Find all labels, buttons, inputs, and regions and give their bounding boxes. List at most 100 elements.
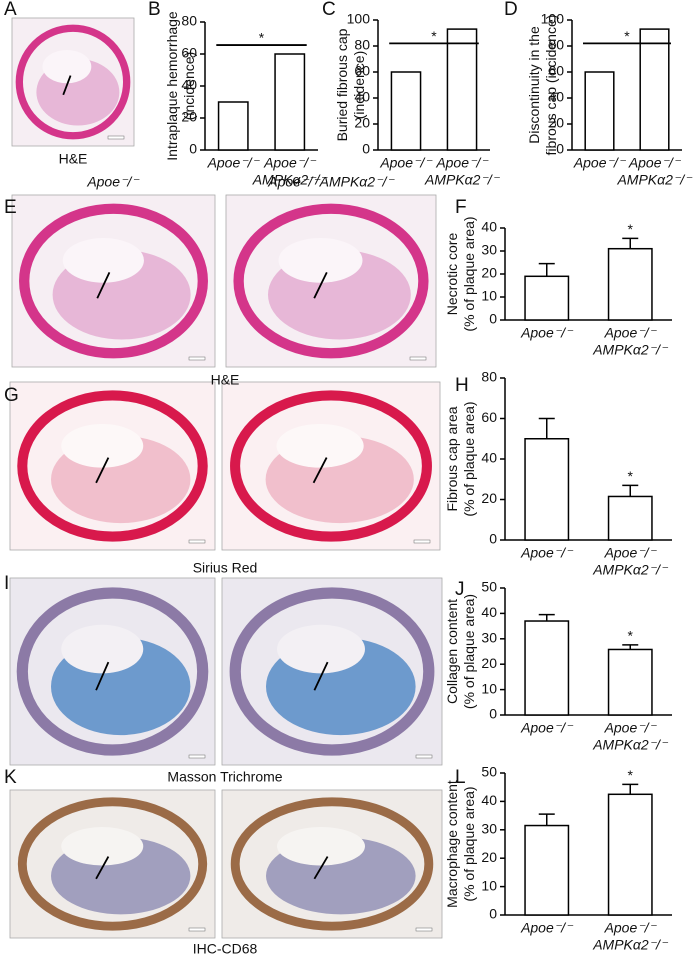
y-tick-label: 40: [181, 77, 197, 93]
panel-letter: A: [4, 0, 17, 20]
y-tick-label: 50: [481, 764, 497, 780]
scale-bar: [188, 356, 206, 361]
panel-letter: F: [455, 197, 467, 218]
vessel-wall: [230, 797, 434, 931]
lumen: [277, 624, 365, 674]
scale-bar: [415, 754, 433, 759]
panel-letter: L: [455, 767, 466, 788]
y-tick-label: 0: [489, 706, 497, 722]
significance-label: *: [628, 221, 634, 237]
y-tick-label: 60: [354, 63, 370, 79]
bar: [607, 793, 653, 916]
y-tick-label: 40: [481, 792, 497, 808]
arrow: [95, 856, 110, 880]
vessel-wall: [229, 587, 435, 756]
micrograph: [9, 381, 216, 551]
vessel-wall: [17, 797, 208, 931]
x-tick-label: AMPKα2⁻/⁻: [252, 172, 329, 188]
y-axis-label: (% of plaque area): [461, 594, 477, 709]
panel-letter: C: [322, 0, 336, 20]
y-tick-label: 80: [354, 37, 370, 53]
y-tick-label: 40: [354, 89, 370, 105]
y-axis-label: Intraplaque hemorrhage: [164, 11, 180, 161]
micrograph: [9, 577, 216, 766]
scale-bar: [188, 539, 206, 544]
image-caption: H&E: [211, 372, 240, 388]
micrograph: [225, 194, 437, 368]
scale-bar: [413, 539, 431, 544]
lumen: [276, 424, 364, 468]
y-axis-label: (% of plaque area): [461, 216, 477, 331]
x-tick-label: AMPKα2⁻/⁻: [592, 342, 669, 358]
bar: [584, 71, 615, 151]
y-tick-label: 0: [489, 531, 497, 547]
y-tick-label: 20: [481, 655, 497, 671]
x-tick-label: Apoe⁻/⁻: [379, 155, 433, 171]
y-axis-label: Collagen content: [444, 599, 460, 704]
y-tick-label: 40: [481, 219, 497, 235]
arrow: [313, 856, 329, 880]
y-tick-label: 100: [541, 11, 565, 27]
lumen: [62, 237, 144, 283]
x-tick-label: Apoe⁻/⁻: [520, 325, 574, 341]
y-tick-label: 40: [481, 450, 497, 466]
x-tick-label: Apoe⁻/⁻: [263, 155, 317, 171]
arrow: [312, 457, 328, 484]
x-tick-label: Apoe⁻/⁻: [604, 325, 658, 341]
bar: [607, 495, 653, 541]
scale-bar: [409, 356, 427, 361]
y-tick-label: 0: [489, 311, 497, 327]
x-tick-label: Apoe⁻/⁻: [573, 155, 627, 171]
x-tick-label: AMPKα2⁻/⁻: [424, 172, 501, 188]
arrow: [313, 661, 329, 691]
x-tick-label: Apoe⁻/⁻: [520, 720, 574, 736]
x-tick-label: Apoe⁻/⁻: [628, 155, 682, 171]
y-tick-label: 40: [481, 604, 497, 620]
y-tick-label: 20: [354, 115, 370, 131]
y-tick-label: 60: [181, 45, 197, 61]
vessel-wall: [16, 587, 209, 756]
y-tick-label: 100: [347, 11, 371, 27]
micrograph: [11, 194, 216, 368]
scale-bar: [188, 754, 206, 759]
x-tick-label: Apoe⁻/⁻: [604, 545, 658, 561]
image-caption: IHC-CD68: [193, 941, 258, 957]
y-tick-label: 0: [556, 141, 564, 157]
y-tick-label: 40: [548, 89, 564, 105]
bar: [524, 824, 570, 916]
y-axis-label: Discontinuity in the: [526, 26, 542, 144]
y-tick-label: 20: [481, 265, 497, 281]
y-tick-label: 10: [481, 288, 497, 304]
panel-letter: H: [455, 375, 469, 396]
lumen: [277, 827, 365, 866]
significance-label: *: [628, 767, 634, 783]
y-axis-label: Necrotic core: [444, 233, 460, 316]
x-tick-label: AMPKα2⁻/⁻: [592, 737, 669, 753]
vessel-wall: [19, 203, 208, 359]
y-tick-label: 80: [181, 13, 197, 29]
vessel-wall: [15, 24, 131, 140]
arrow: [313, 272, 328, 299]
scale-bar: [415, 927, 433, 932]
y-tick-label: 80: [548, 37, 564, 53]
panel-letter: G: [4, 385, 19, 406]
arrow: [96, 272, 111, 299]
panel-letter: J: [455, 579, 465, 600]
y-tick-label: 0: [189, 141, 197, 157]
y-axis-label: (% of plaque area): [461, 786, 477, 901]
y-tick-label: 60: [548, 63, 564, 79]
bar: [524, 275, 570, 321]
y-tick-label: 80: [481, 369, 497, 385]
scale-bar: [188, 927, 206, 932]
vessel-wall: [230, 390, 432, 542]
y-axis-label: fibrous cap (incidence): [543, 15, 559, 156]
y-axis-label: (% of plaque area): [461, 401, 477, 516]
bar: [639, 28, 670, 151]
x-tick-label: Apoe⁻/⁻: [604, 720, 658, 736]
micrograph: [9, 789, 216, 939]
bar: [390, 71, 422, 151]
bar: [217, 101, 249, 151]
lumen: [61, 624, 144, 674]
